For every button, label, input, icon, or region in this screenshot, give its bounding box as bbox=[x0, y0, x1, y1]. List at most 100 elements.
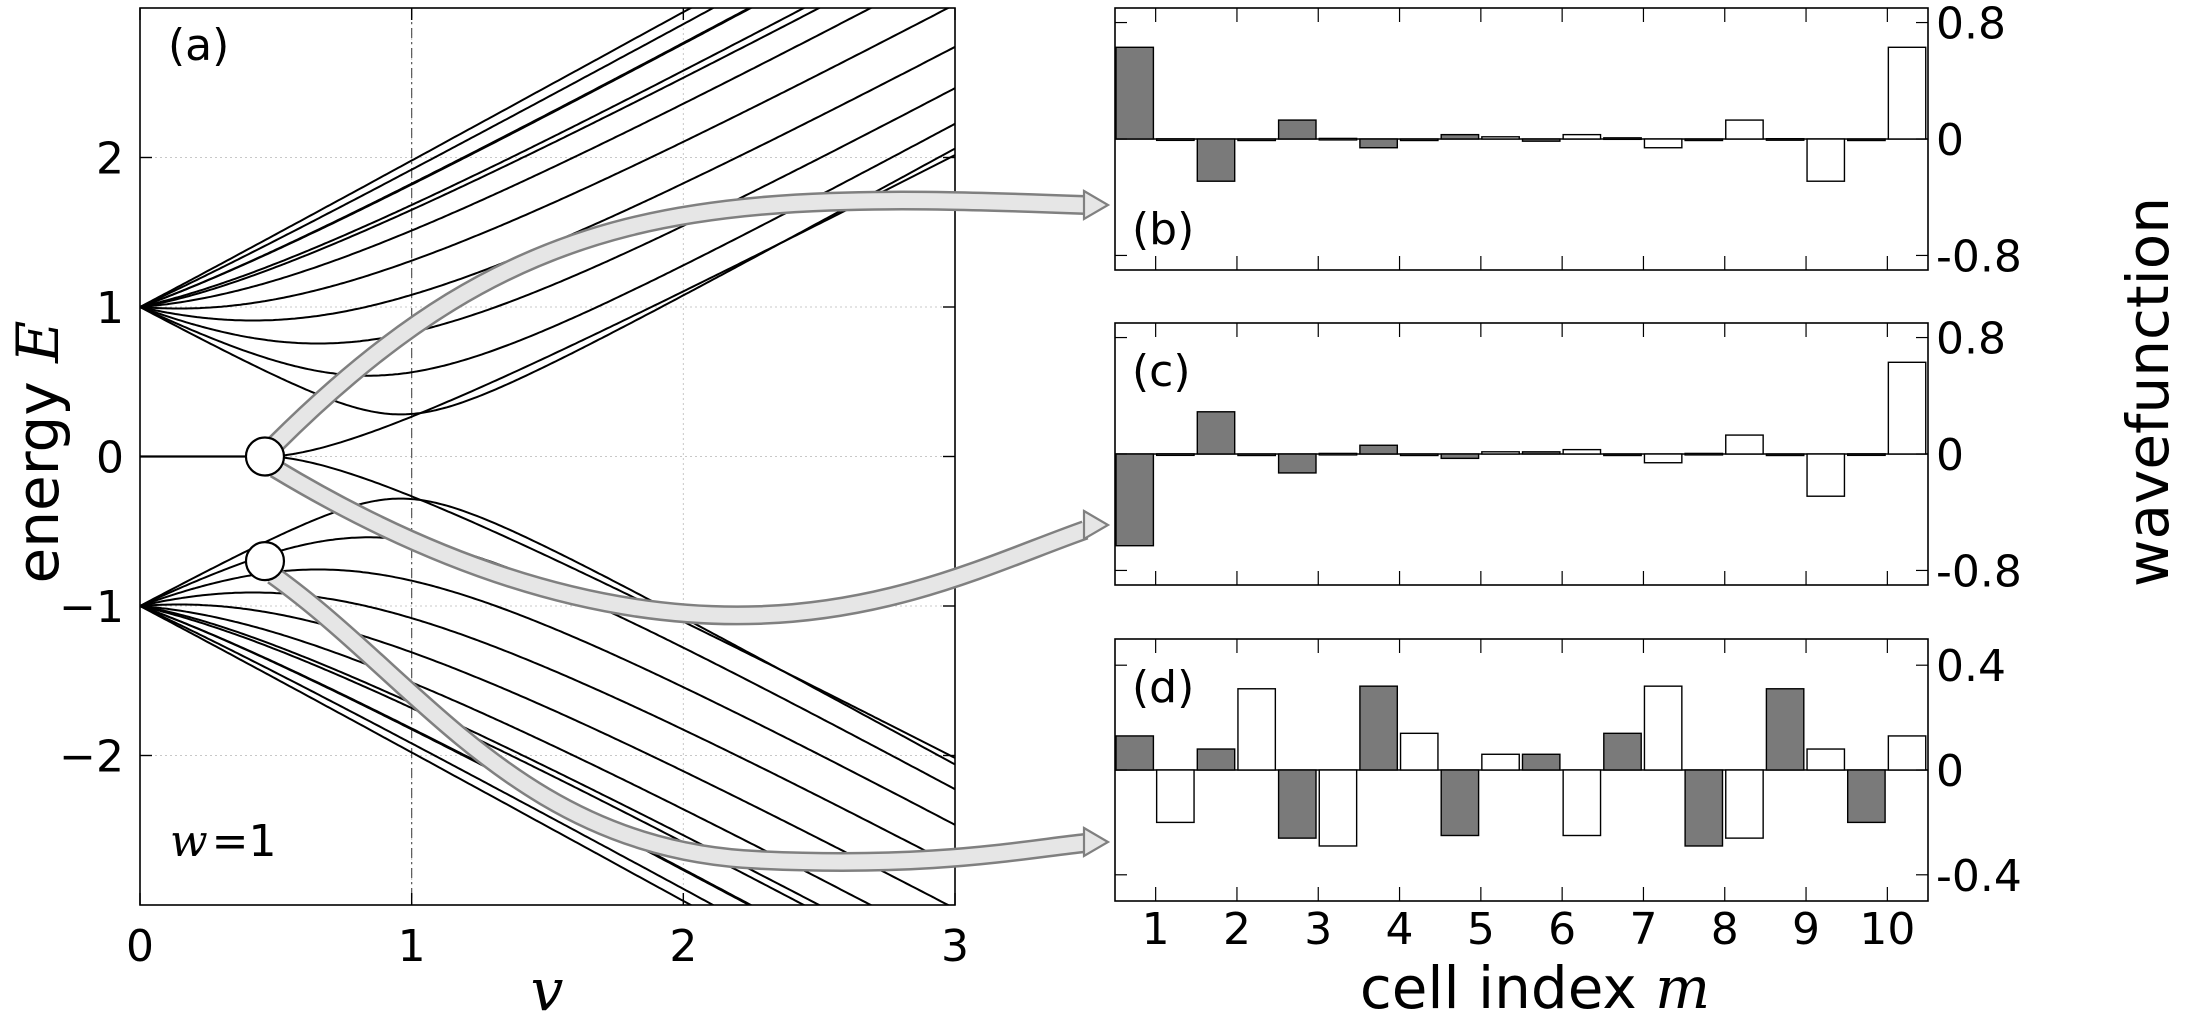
y-tick-label: 0.8 bbox=[1936, 0, 2006, 50]
bar-site-a bbox=[1603, 453, 1642, 457]
bar-site-b bbox=[1725, 434, 1764, 455]
energy-band-line bbox=[140, 603, 951, 905]
connector-arrows bbox=[267, 189, 1111, 872]
bar-site-a bbox=[1684, 769, 1724, 847]
cell-index-label: 2 bbox=[1223, 904, 1251, 955]
energy-band-line bbox=[140, 46, 955, 322]
bar-site-b bbox=[1237, 688, 1277, 771]
energy-band-line bbox=[140, 8, 873, 308]
energy-band-line bbox=[140, 605, 873, 905]
cell-index-label: 1 bbox=[1142, 904, 1170, 955]
energy-band-line bbox=[140, 8, 807, 308]
wavefunction-panel-b: 0.8 0 -0.8 bbox=[1114, 0, 2022, 282]
bar-site-a bbox=[1846, 138, 1886, 142]
bar-site-a bbox=[1603, 137, 1642, 141]
bar-site-a bbox=[1440, 133, 1480, 140]
cell-index-label: 10 bbox=[1859, 904, 1915, 955]
bar-site-a bbox=[1359, 685, 1398, 771]
arrow-to-b-head bbox=[1082, 189, 1111, 221]
bar-site-b bbox=[1643, 685, 1683, 771]
energy-band-line bbox=[140, 605, 807, 905]
bar-site-a bbox=[1765, 453, 1805, 457]
bar-site-a bbox=[1765, 688, 1805, 771]
y-tick-label: 0.8 bbox=[1936, 314, 2006, 365]
bar-site-b bbox=[1643, 453, 1683, 464]
bar-site-b bbox=[1481, 136, 1520, 140]
bar-site-b bbox=[1643, 138, 1683, 149]
energy-band-line bbox=[140, 605, 716, 905]
y-axis-label: energy E bbox=[4, 321, 72, 584]
cell-index-label: 6 bbox=[1548, 904, 1576, 955]
bar-site-b bbox=[1155, 769, 1195, 824]
bar-site-b bbox=[1887, 735, 1927, 771]
bar-site-b bbox=[1155, 453, 1195, 457]
bar-site-a bbox=[1440, 453, 1480, 460]
bar-site-a bbox=[1115, 453, 1155, 547]
cell-index-axis-label: cell index m bbox=[1360, 954, 1710, 1022]
bar-site-b bbox=[1237, 138, 1277, 142]
bar-site-b bbox=[1806, 138, 1846, 182]
energy-band-line bbox=[140, 591, 955, 867]
bar-site-b bbox=[1806, 453, 1846, 497]
y-tick-label: −1 bbox=[59, 582, 124, 633]
y-tick-label: −2 bbox=[59, 732, 124, 783]
y-tick-label: 0 bbox=[96, 433, 124, 484]
cell-index-label: 7 bbox=[1629, 904, 1657, 955]
bar-site-b bbox=[1237, 453, 1277, 457]
bar-site-a bbox=[1277, 769, 1317, 839]
bar-site-b bbox=[1562, 769, 1602, 837]
bar-site-a bbox=[1846, 453, 1886, 457]
y-tick-label: -0.8 bbox=[1936, 231, 2022, 282]
bar-site-b bbox=[1887, 361, 1927, 455]
energy-band-line bbox=[140, 8, 716, 308]
axis-ticks: 0 1 2 3 −2 −1 0 1 2 bbox=[59, 8, 969, 972]
bar-site-a bbox=[1196, 411, 1236, 455]
cell-index-label: 9 bbox=[1792, 904, 1820, 955]
bar-site-b bbox=[1318, 137, 1358, 141]
bar-site-a bbox=[1521, 753, 1561, 771]
cell-index-label: 5 bbox=[1467, 904, 1495, 955]
cell-index-label: 3 bbox=[1304, 904, 1332, 955]
bar-site-b bbox=[1399, 138, 1439, 142]
panel-label-d: (d) bbox=[1132, 662, 1194, 713]
bulk-state-marker bbox=[244, 541, 286, 582]
cell-index-tick-labels: 1 2 3 4 5 6 7 8 9 10 bbox=[1142, 904, 1916, 955]
y-tick-label: 1 bbox=[96, 283, 124, 334]
energy-band-line bbox=[140, 8, 752, 308]
bar-site-b bbox=[1562, 448, 1602, 455]
cell-index-label: 4 bbox=[1386, 904, 1414, 955]
energy-band-line bbox=[140, 605, 693, 905]
energy-band-line bbox=[140, 147, 955, 416]
bar-site-a bbox=[1277, 119, 1317, 140]
y-tick-label: -0.4 bbox=[1936, 851, 2022, 902]
energy-band-line bbox=[140, 605, 822, 905]
bar-site-b bbox=[1481, 451, 1520, 455]
energy-band-line bbox=[140, 87, 955, 345]
bar-site-b bbox=[1725, 769, 1764, 839]
y-tick-label: 0 bbox=[1936, 746, 1964, 797]
wavefunction-panel-d: 0.4 0 -0.4 bbox=[1114, 638, 2022, 902]
arrow-to-d-head bbox=[1082, 826, 1111, 858]
y-tick-label: 0 bbox=[1936, 430, 1964, 481]
bar-site-b bbox=[1806, 748, 1846, 771]
energy-band-line bbox=[140, 8, 822, 308]
panel-label-c: (c) bbox=[1132, 346, 1191, 397]
energy-band-line bbox=[140, 8, 951, 310]
edge-state-line bbox=[265, 154, 955, 458]
bar-site-b bbox=[1399, 732, 1439, 771]
arrow-to-d-body bbox=[268, 569, 1086, 870]
y-tick-label: 0 bbox=[1936, 115, 1964, 166]
hopping-annotation: w=1 bbox=[170, 816, 277, 867]
bar-site-a bbox=[1684, 452, 1724, 456]
bar-site-a bbox=[1521, 451, 1561, 455]
bar-site-a bbox=[1277, 453, 1317, 474]
bar-site-a bbox=[1521, 138, 1561, 142]
bar-site-a bbox=[1846, 769, 1886, 824]
energy-band-line bbox=[140, 497, 955, 766]
wavefunction-panel-c: 0.8 0 -0.8 bbox=[1114, 314, 2022, 597]
bar-site-b bbox=[1887, 46, 1927, 140]
bar-site-a bbox=[1115, 46, 1155, 140]
bar-site-a bbox=[1765, 138, 1805, 141]
cell-index-label: 8 bbox=[1711, 904, 1739, 955]
